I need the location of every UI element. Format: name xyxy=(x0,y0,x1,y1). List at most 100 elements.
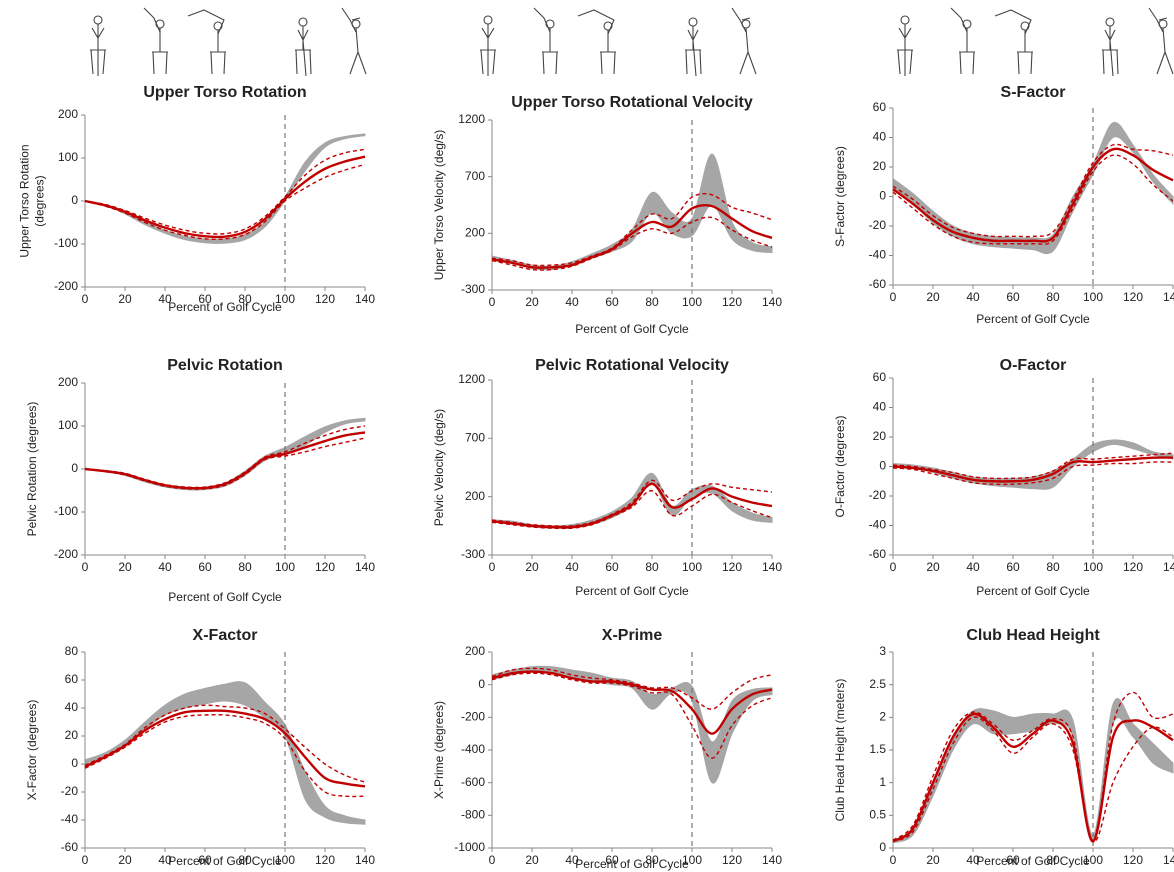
panel: X-Factor Percent of Golf Cycle X-Factor (d… xyxy=(25,627,375,868)
x-tick-label: 60 xyxy=(605,853,619,867)
y-tick-label: -300 xyxy=(461,547,485,561)
y-tick-label: 3 xyxy=(879,644,886,658)
golfer-figures xyxy=(90,8,1173,76)
y-tick-label: 700 xyxy=(465,169,485,183)
x-tick-label: 40 xyxy=(966,853,980,867)
x-tick-label: 0 xyxy=(890,853,897,867)
panel: Upper Torso Rotational Velocity Percent o… xyxy=(432,94,782,336)
bound-line xyxy=(491,672,773,759)
y-tick-label: -400 xyxy=(461,742,485,756)
y-axis-label: Pelvic Velocity (deg/s) xyxy=(432,409,446,526)
x-tick-label: 80 xyxy=(1046,853,1060,867)
x-tick-label: 140 xyxy=(1163,290,1174,304)
panel: Upper Torso Rotation Percent of Golf Cycl… xyxy=(18,84,376,314)
y-tick-label: 1.5 xyxy=(869,742,886,756)
x-tick-label: 0 xyxy=(489,853,496,867)
chart-title: X-Prime xyxy=(602,627,663,644)
x-tick-label: 0 xyxy=(82,853,89,867)
y-tick-label: -1000 xyxy=(454,840,485,854)
x-axis-label: Percent of Golf Cycle xyxy=(575,857,689,871)
bound-line xyxy=(892,691,1174,841)
y-tick-label: 40 xyxy=(65,700,79,714)
x-tick-label: 40 xyxy=(565,560,579,574)
y-tick-label: 0.5 xyxy=(869,808,886,822)
x-tick-label: 40 xyxy=(158,292,172,306)
y-tick-label: -200 xyxy=(461,710,485,724)
x-tick-label: 80 xyxy=(238,853,252,867)
mean-line xyxy=(84,431,366,490)
band xyxy=(491,153,773,271)
x-tick-label: 120 xyxy=(1123,290,1143,304)
y-tick-label: 200 xyxy=(58,107,78,121)
y-tick-label: -60 xyxy=(869,547,887,561)
x-tick-label: 80 xyxy=(645,295,659,309)
y-tick-label: 2.5 xyxy=(869,677,886,691)
x-tick-label: 120 xyxy=(315,853,335,867)
x-tick-label: 40 xyxy=(158,853,172,867)
y-tick-label: 80 xyxy=(65,644,79,658)
x-tick-label: 20 xyxy=(926,853,940,867)
y-tick-label: 0 xyxy=(879,189,886,203)
x-tick-label: 60 xyxy=(1006,290,1020,304)
y-axis-label: (degrees) xyxy=(33,175,47,226)
y-tick-label: -200 xyxy=(54,547,78,561)
bound-line xyxy=(84,425,366,489)
band xyxy=(84,417,366,491)
mean-line xyxy=(892,147,1174,243)
x-tick-label: 120 xyxy=(1123,853,1143,867)
y-tick-label: -60 xyxy=(61,840,79,854)
y-axis-label: Pelvic Rotation (degrees) xyxy=(25,402,39,537)
y-tick-label: -800 xyxy=(461,808,485,822)
x-tick-label: 120 xyxy=(315,560,335,574)
panel: S-Factor Percent of Golf Cycle S-Factor (d… xyxy=(833,84,1174,326)
x-tick-label: 60 xyxy=(605,295,619,309)
x-tick-label: 140 xyxy=(762,295,782,309)
x-tick-label: 20 xyxy=(525,295,539,309)
y-tick-label: 60 xyxy=(873,370,887,384)
x-tick-label: 120 xyxy=(722,295,742,309)
y-tick-label: -40 xyxy=(869,518,887,532)
y-tick-label: 200 xyxy=(465,489,485,503)
y-axis-label: S-Factor (degrees) xyxy=(833,146,847,247)
panel: Pelvic Rotation Percent of Golf Cycle Pelv… xyxy=(25,357,375,604)
x-axis-label: Percent of Golf Cycle xyxy=(168,300,282,314)
x-tick-label: 0 xyxy=(82,560,89,574)
x-tick-label: 100 xyxy=(1083,853,1103,867)
x-tick-label: 0 xyxy=(489,295,496,309)
bound-line xyxy=(84,437,366,490)
y-tick-label: 20 xyxy=(873,429,887,443)
y-tick-label: 200 xyxy=(465,226,485,240)
x-axis-label: Percent of Golf Cycle xyxy=(575,322,689,336)
y-axis-label: Upper Torso Rotation xyxy=(18,144,32,257)
x-tick-label: 100 xyxy=(275,292,295,306)
x-axis-label: Percent of Golf Cycle xyxy=(168,854,282,868)
chart-title: O-Factor xyxy=(1000,357,1067,374)
bound-line xyxy=(84,704,366,783)
x-tick-label: 40 xyxy=(565,853,579,867)
x-tick-label: 140 xyxy=(355,560,375,574)
y-axis-label: Upper Torso Velocity (deg/s) xyxy=(432,130,446,281)
x-tick-label: 100 xyxy=(1083,290,1103,304)
x-tick-label: 20 xyxy=(926,560,940,574)
mean-line xyxy=(84,155,366,239)
y-tick-label: 0 xyxy=(71,461,78,475)
chart-title: Upper Torso Rotational Velocity xyxy=(511,94,753,111)
band xyxy=(892,439,1174,490)
mean-line xyxy=(491,482,773,529)
bound-line xyxy=(84,714,366,798)
bound-line xyxy=(892,461,1174,486)
x-tick-label: 0 xyxy=(890,290,897,304)
band xyxy=(892,698,1174,844)
x-tick-label: 100 xyxy=(275,560,295,574)
x-tick-label: 60 xyxy=(198,853,212,867)
x-axis-label: Percent of Golf Cycle xyxy=(575,584,689,598)
x-tick-label: 100 xyxy=(682,853,702,867)
x-tick-label: 80 xyxy=(238,560,252,574)
panel: O-Factor Percent of Golf Cycle O-Factor (d… xyxy=(833,357,1174,598)
x-tick-label: 20 xyxy=(525,853,539,867)
x-tick-label: 20 xyxy=(118,853,132,867)
x-tick-label: 0 xyxy=(489,560,496,574)
x-axis-label: Percent of Golf Cycle xyxy=(168,590,282,604)
x-tick-label: 120 xyxy=(722,853,742,867)
